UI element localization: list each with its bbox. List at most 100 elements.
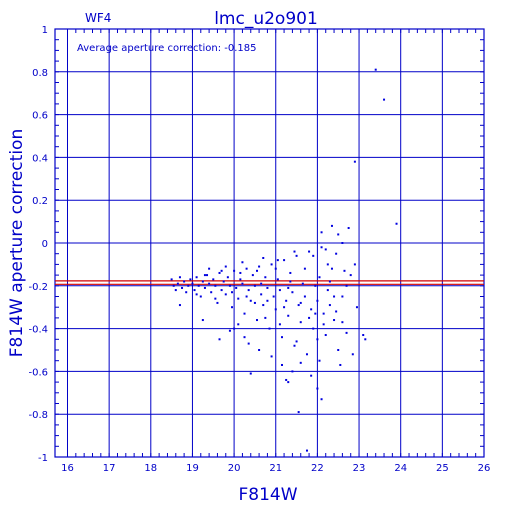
data-point <box>383 98 386 101</box>
data-point <box>287 381 290 384</box>
data-point <box>172 284 175 287</box>
x-tick-label: 26 <box>478 463 491 474</box>
data-point <box>189 278 192 281</box>
data-point <box>195 276 198 279</box>
data-point <box>212 278 215 281</box>
y-tick-label: 0.8 <box>32 68 48 79</box>
data-point <box>260 293 263 296</box>
data-point <box>258 265 261 268</box>
x-tick-label: 22 <box>311 463 324 474</box>
data-point <box>374 68 377 71</box>
data-point <box>237 323 240 326</box>
data-point <box>193 289 196 292</box>
data-point <box>256 269 259 272</box>
data-point <box>297 411 300 414</box>
grid <box>55 28 485 458</box>
data-point <box>241 261 244 264</box>
data-point <box>295 254 298 257</box>
y-tick-label: -0.8 <box>28 410 48 421</box>
data-point <box>322 312 325 315</box>
data-point <box>247 289 250 292</box>
data-point <box>233 327 236 330</box>
data-point <box>176 282 179 285</box>
data-point <box>335 252 338 255</box>
data-point <box>253 284 256 287</box>
data-point <box>343 269 346 272</box>
data-point <box>270 355 273 358</box>
data-point <box>303 267 306 270</box>
data-point <box>280 336 283 339</box>
data-point <box>201 280 204 283</box>
data-point <box>233 269 236 272</box>
data-point <box>218 338 221 341</box>
data-point <box>245 295 248 298</box>
data-point <box>235 286 238 289</box>
data-point <box>283 259 286 262</box>
data-point <box>320 398 323 401</box>
data-point <box>203 286 206 289</box>
data-point <box>228 284 231 287</box>
data-point <box>310 374 313 377</box>
data-point <box>210 291 213 294</box>
data-point <box>264 316 267 319</box>
data-point <box>203 274 206 277</box>
data-point <box>183 280 186 283</box>
data-point <box>272 295 275 298</box>
data-point <box>243 312 246 315</box>
data-point <box>320 246 323 249</box>
data-point <box>249 299 252 302</box>
data-point <box>276 278 279 281</box>
data-point <box>231 306 234 309</box>
data-point <box>316 387 319 390</box>
data-point <box>312 327 315 330</box>
data-point <box>362 334 365 337</box>
data-point <box>195 293 198 296</box>
data-point <box>330 267 333 270</box>
data-point <box>328 280 331 283</box>
y-axis-label: F814W aperture correction <box>7 129 27 357</box>
data-point <box>218 271 221 274</box>
data-point <box>260 282 263 285</box>
data-point <box>364 338 367 341</box>
data-point <box>308 250 311 253</box>
data-point <box>326 289 329 292</box>
data-point <box>270 263 273 266</box>
data-point <box>278 323 281 326</box>
data-point <box>287 286 290 289</box>
data-point <box>293 344 296 347</box>
y-tick-label: -1 <box>38 453 48 464</box>
data-points <box>170 68 398 452</box>
x-tick-label: 24 <box>394 463 407 474</box>
data-point <box>262 304 265 307</box>
data-point <box>253 301 256 304</box>
data-point <box>181 286 184 289</box>
data-point <box>274 267 277 270</box>
y-tick-label: 0.6 <box>32 111 48 122</box>
data-point <box>333 295 336 298</box>
data-point <box>330 224 333 227</box>
data-point <box>231 291 234 294</box>
data-point <box>216 301 219 304</box>
data-point <box>178 276 181 279</box>
data-point <box>341 295 344 298</box>
data-point <box>312 254 315 257</box>
data-point <box>339 363 342 366</box>
data-point <box>324 248 327 251</box>
data-point <box>258 349 261 351</box>
data-point <box>276 259 279 262</box>
x-tick-label: 19 <box>186 463 199 474</box>
data-point <box>283 306 286 309</box>
data-point <box>178 304 181 307</box>
data-point <box>224 293 227 296</box>
data-point <box>287 314 290 317</box>
data-point <box>299 301 302 304</box>
data-point <box>347 227 350 230</box>
data-point <box>318 276 321 279</box>
average-line <box>55 280 484 285</box>
data-point <box>197 284 200 287</box>
data-point <box>262 256 265 259</box>
chart-title: lmc_u2o901 <box>214 9 318 29</box>
data-point <box>239 271 242 274</box>
data-point <box>241 282 244 285</box>
